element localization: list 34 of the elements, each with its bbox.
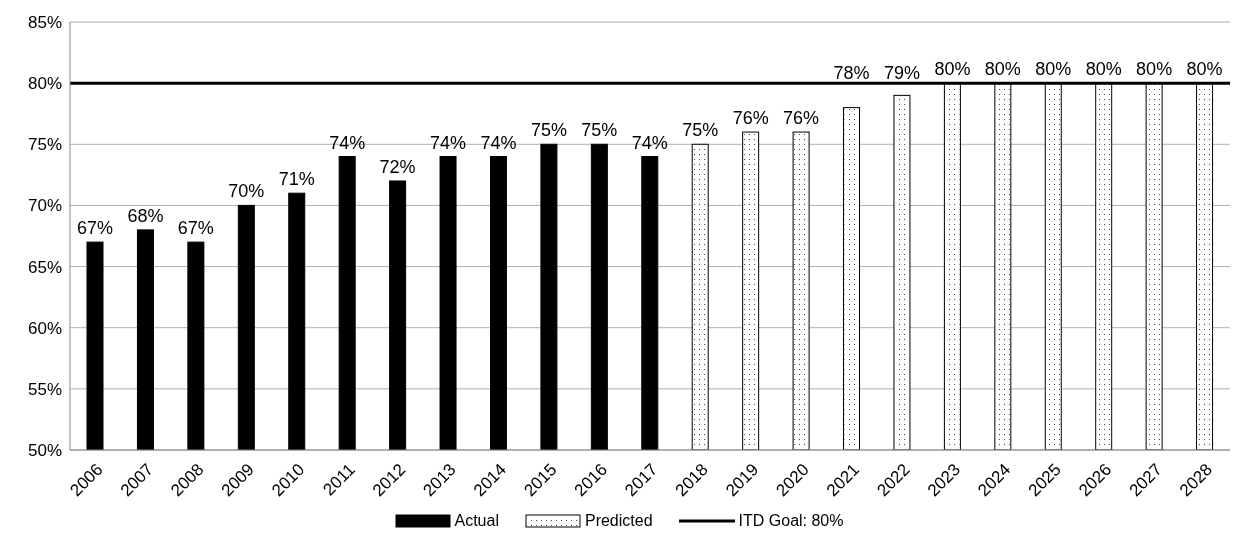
data-label: 80% — [934, 59, 971, 80]
data-label: 79% — [883, 63, 920, 84]
data-label: 74% — [631, 132, 668, 153]
y-tick-label: 50% — [27, 441, 62, 461]
legend-label: Actual — [453, 512, 499, 530]
data-label: 80% — [984, 59, 1021, 80]
data-label: 80% — [1035, 59, 1072, 80]
data-label: 74% — [430, 132, 467, 153]
data-label: 76% — [732, 108, 769, 129]
data-label: 67% — [76, 218, 114, 239]
data-label: 75% — [682, 120, 719, 141]
data-label: 80% — [1085, 59, 1122, 80]
data-label: 76% — [783, 108, 820, 129]
data-label: 80% — [1186, 59, 1223, 80]
data-label: 78% — [833, 63, 870, 84]
y-tick-label: 65% — [27, 257, 62, 277]
data-label: 75% — [530, 120, 567, 141]
data-label: 74% — [329, 132, 366, 153]
y-tick-label: 55% — [27, 379, 62, 399]
data-label: 68% — [127, 205, 164, 226]
data-label: 71% — [278, 169, 315, 190]
y-tick-label: 80% — [27, 74, 62, 94]
data-label: 72% — [379, 156, 416, 177]
data-label: 75% — [581, 120, 618, 141]
y-tick-label: 60% — [27, 318, 62, 338]
data-label: 67% — [177, 218, 214, 239]
y-tick-label: 85% — [27, 13, 62, 33]
data-label: 74% — [480, 132, 517, 153]
legend-label: ITD Goal: 80% — [737, 512, 844, 530]
data-label: 70% — [228, 181, 265, 202]
y-tick-label: 70% — [27, 196, 62, 216]
y-tick-label: 75% — [27, 135, 62, 155]
data-label: 80% — [1136, 59, 1173, 80]
legend-label: Predicted — [583, 512, 653, 530]
